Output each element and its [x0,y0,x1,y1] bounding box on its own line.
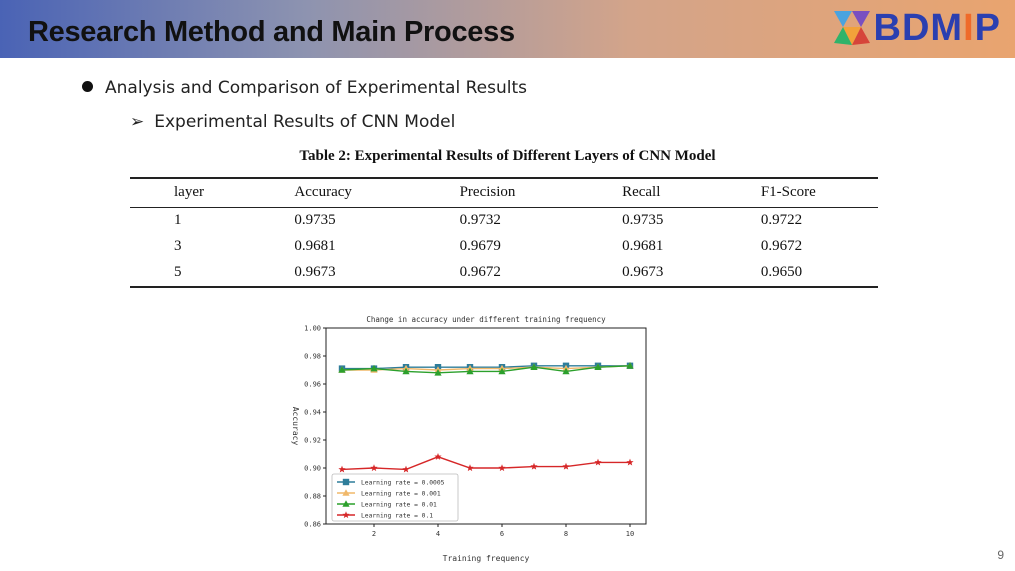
legend-entry: Learning rate = 0.001 [361,491,441,498]
column-header: Accuracy [250,177,416,208]
x-tick-label: 4 [436,530,440,538]
table-caption: Table 2: Experimental Results of Differe… [299,148,716,164]
y-tick-label: 0.94 [304,409,321,417]
legend-marker [342,500,350,507]
series-3 [338,453,634,473]
series-2 [338,362,634,376]
header-bar: Research Method and Main Process BDMIP [0,0,1015,58]
data-point [370,364,378,372]
table-cell: 0.9681 [294,238,336,254]
logo-triangles-icon [833,11,870,45]
y-tick-label: 1.00 [304,325,321,333]
data-point [402,367,410,375]
y-tick-label: 0.98 [304,353,321,361]
table-row: 5 0.9673 0.9672 0.9673 0.9650 [130,260,878,288]
column-header: layer [130,177,251,208]
y-tick-label: 0.86 [304,521,321,529]
column-header: Recall [578,177,717,208]
arrow-bullet-icon: ➢ [130,112,145,132]
table-cell: 0.9679 [459,238,501,254]
column-header: Precision [415,177,579,208]
table-cell: 0.9672 [760,238,803,254]
legend-marker [342,478,350,486]
series-line [342,365,630,370]
data-point [338,465,346,473]
chart-legend: Learning rate = 0.0005 Learning rate = 0.… [331,473,459,522]
x-tick-label: 8 [564,530,568,538]
table-cell: 0.9681 [622,238,664,254]
x-tick-label: 2 [372,530,376,538]
data-point [338,366,346,373]
table-cell: 0.9732 [459,212,501,228]
page-number: 9 [997,548,1004,562]
accuracy-line-chart: Change in accuracy under different train… [276,310,656,568]
table-cell: 0.9672 [415,260,579,288]
data-point [434,453,442,460]
x-tick-label: 10 [626,530,634,538]
legend-box [331,473,459,522]
plot-area [325,327,647,525]
y-tick-label: 0.88 [304,493,321,501]
table-row: 3 0.9681 0.9679 0.9681 0.9672 [130,234,878,260]
y-tick-label: 0.92 [304,437,321,445]
table-cell: 0.9673 [250,260,416,288]
data-point [370,464,378,472]
page-title: Research Method and Main Process [28,16,515,48]
bullet-level1: Analysis and Comparison of Experimental … [82,78,527,98]
series-line [341,365,631,374]
y-axis-label: Accuracy [291,407,300,446]
data-point [562,462,570,470]
data-point [434,369,442,376]
table-cell: 5 [130,260,251,288]
data-point [530,462,538,470]
table-cell: 0.9722 [760,212,803,228]
x-axis-label: Training frequency [443,554,530,563]
table-cell: 3 [174,238,182,254]
data-point [594,458,602,466]
legend-entry: Learning rate = 0.0005 [361,480,445,487]
data-point [466,464,474,472]
data-point [466,367,474,375]
table-row: 1 0.9735 0.9732 0.9735 0.9722 [130,208,878,235]
table-cell: 0.9735 [294,212,336,228]
results-table: layer Accuracy Precision Recall F1-Score… [130,177,878,288]
legend-marker [342,511,350,519]
bdmip-logo: BDMIP [830,5,1001,51]
x-tick-label: 6 [500,530,504,538]
chart-title: Change in accuracy under different train… [366,315,606,324]
table-cell: 1 [174,212,182,228]
data-point [626,362,634,369]
column-header: F1-Score [716,177,878,208]
data-point [594,363,602,370]
data-point [562,367,570,375]
legend-entry: Learning rate = 0.1 [361,513,433,520]
bullet-dot-icon [82,81,93,92]
legend-entry: Learning rate = 0.01 [361,502,437,509]
bullet-level2: ➢ Experimental Results of CNN Model [130,112,456,132]
data-point [402,465,410,473]
data-point [530,363,538,370]
data-point [626,458,634,466]
table-cell: 0.9735 [622,212,664,228]
series-line [341,456,630,471]
data-point [498,367,506,375]
legend-marker [342,489,350,496]
table-cell: 0.9673 [578,260,717,288]
y-tick-label: 0.96 [304,381,321,389]
data-point [498,464,506,472]
logo-text: BDMIP [873,6,1001,49]
table-header-row: layer Accuracy Precision Recall F1-Score [130,177,878,208]
table-cell: 0.9650 [716,260,878,288]
y-tick-label: 0.90 [304,465,321,473]
